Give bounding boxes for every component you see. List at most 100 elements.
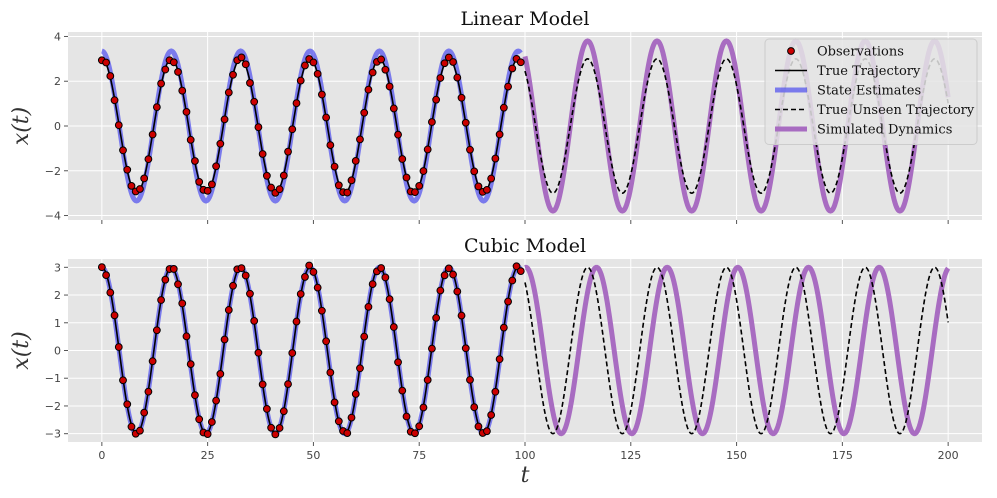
observation-point	[309, 268, 318, 276]
observation-point	[516, 58, 525, 67]
observation-point	[288, 125, 297, 134]
observation-point	[322, 113, 331, 122]
observation-point	[381, 273, 390, 282]
observation-point	[364, 85, 373, 94]
observation-point	[279, 171, 288, 180]
x-tick-label: 175	[832, 449, 853, 462]
observation-point	[106, 288, 115, 297]
observation-point	[258, 380, 267, 389]
observation-point	[178, 86, 187, 95]
observation-point	[461, 118, 470, 127]
observation-point	[385, 82, 394, 91]
y-tick-label: 2	[54, 289, 61, 302]
observation-point	[237, 53, 246, 62]
observation-point	[123, 165, 132, 174]
observation-point	[347, 413, 356, 422]
observation-point	[207, 180, 216, 189]
observation-point	[169, 58, 178, 67]
observation-point	[157, 296, 165, 304]
observation-point	[229, 281, 237, 290]
observation-point	[322, 337, 331, 346]
observation-point	[402, 412, 411, 421]
observation-point	[453, 287, 462, 296]
observation-point	[191, 391, 199, 400]
observation-point	[292, 317, 301, 326]
observation-point	[229, 70, 237, 79]
observation-point	[457, 93, 466, 102]
x-tick-label: 75	[412, 449, 426, 462]
y-tick-label: −2	[45, 165, 61, 178]
observation-point	[301, 61, 309, 70]
observation-point	[127, 181, 136, 190]
observation-point	[203, 186, 212, 195]
observation-point	[148, 357, 157, 366]
observation-point	[377, 264, 386, 272]
observation-point	[106, 72, 115, 80]
observation-point	[343, 429, 352, 437]
observation-point	[440, 59, 449, 68]
y-tick-label: −4	[45, 210, 61, 223]
observation-point	[161, 275, 170, 284]
observation-point	[334, 181, 343, 190]
observation-point	[364, 302, 373, 311]
observation-point	[110, 96, 119, 105]
linear-model-title: Linear Model	[460, 8, 589, 30]
observation-point	[127, 422, 136, 431]
observation-point	[326, 368, 335, 377]
observation-point	[470, 167, 479, 176]
cubic-y-axis-label: x(t)	[9, 331, 34, 369]
observation-point	[423, 376, 432, 384]
observation-point	[241, 271, 250, 280]
observation-point	[216, 139, 225, 148]
cubic-data	[97, 261, 951, 439]
observation-point	[428, 344, 436, 353]
legend-marker-observations	[787, 47, 795, 55]
observation-point	[402, 173, 411, 182]
observation-point	[330, 398, 339, 407]
observation-point	[466, 375, 474, 384]
observation-point	[474, 182, 483, 191]
y-tick-label: −2	[45, 400, 61, 413]
y-tick-label: 0	[54, 120, 61, 133]
observation-point	[203, 430, 212, 438]
observation-point	[254, 123, 263, 132]
cubic-model-panel: −3 −2 −1 0 1 2 3 0 25 50 75 100 125 150 175 200 Cubic …	[9, 235, 982, 488]
observation-point	[495, 130, 504, 139]
observation-point	[432, 95, 441, 104]
observation-point	[432, 313, 441, 322]
observation-point	[512, 262, 521, 271]
observation-point	[301, 273, 309, 281]
cubic-y-ticks: −3 −2 −1 0 1 2 3	[45, 261, 68, 441]
y-tick-label: 1	[54, 317, 61, 330]
observation-point	[411, 429, 419, 438]
observation-point	[250, 317, 259, 325]
observation-point	[411, 188, 419, 197]
observation-point	[491, 154, 500, 163]
observation-point	[296, 290, 305, 298]
legend-label: True Unseen Trajectory	[817, 103, 975, 118]
observation-point	[483, 185, 491, 194]
observation-point	[461, 344, 470, 353]
observation-point	[250, 97, 259, 106]
observation-point	[136, 185, 144, 193]
observation-point	[449, 58, 457, 66]
observation-point	[186, 135, 195, 144]
legend-label: Simulated Dynamics	[817, 123, 952, 138]
observation-point	[275, 185, 284, 194]
observation-point	[237, 264, 246, 273]
x-axis-label: t	[521, 463, 530, 488]
observation-point	[114, 121, 123, 130]
observation-point	[381, 65, 390, 74]
observation-point	[330, 162, 339, 171]
observation-point	[356, 364, 364, 373]
observation-point	[499, 103, 508, 112]
observation-point	[444, 264, 453, 273]
observation-point	[207, 418, 216, 426]
observation-point	[195, 177, 204, 186]
observation-point	[491, 387, 500, 396]
observation-point	[440, 271, 449, 280]
observation-point	[423, 145, 432, 154]
observation-point	[483, 427, 491, 436]
observation-point	[449, 270, 457, 279]
